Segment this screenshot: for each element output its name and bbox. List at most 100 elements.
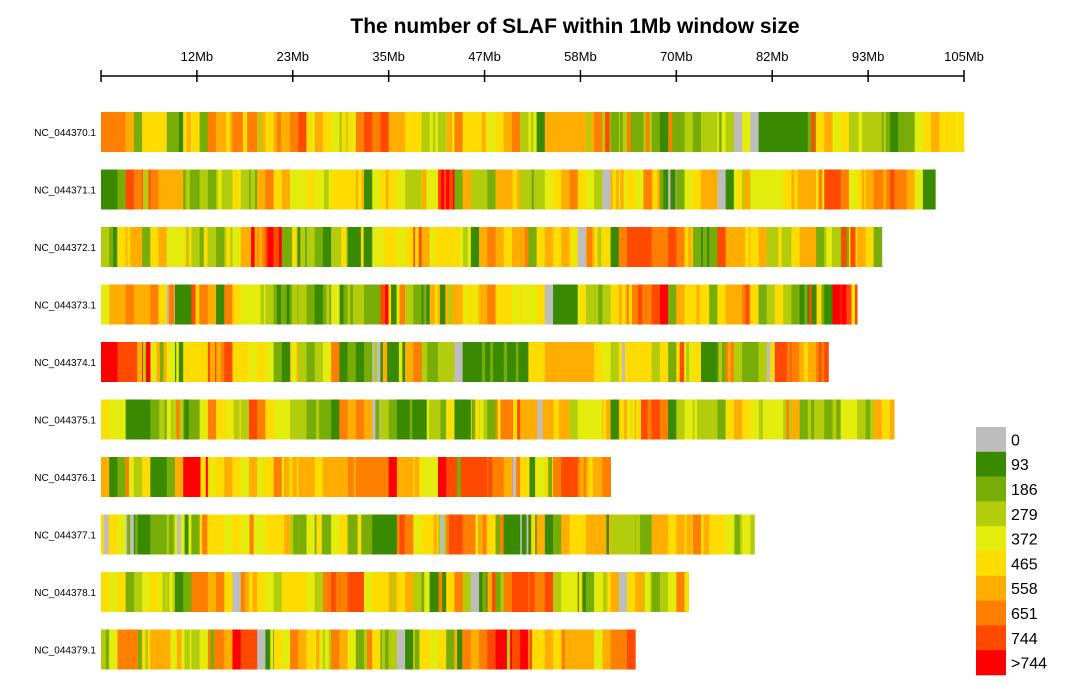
density-bin <box>388 514 398 555</box>
density-bin <box>405 342 414 382</box>
density-bin-stripe <box>184 629 190 670</box>
density-bin-stripe <box>184 514 189 555</box>
density-bin-stripe <box>357 514 362 555</box>
density-bin <box>109 514 118 555</box>
density-bin <box>700 514 710 555</box>
density-bin-stripe <box>274 457 280 497</box>
density-bin <box>429 457 439 497</box>
chromosome-label: NC_044370.1 <box>34 128 96 139</box>
density-bin <box>454 284 464 325</box>
density-bin-stripe <box>399 514 405 555</box>
density-bin <box>331 169 340 210</box>
legend-label: 744 <box>1011 631 1038 648</box>
density-bin-stripe <box>644 572 651 612</box>
density-bin <box>495 342 505 382</box>
density-bin <box>577 399 587 440</box>
density-bin <box>857 399 866 440</box>
density-bin <box>511 629 521 670</box>
density-bin <box>585 284 595 325</box>
density-bin <box>783 112 792 152</box>
density-bin <box>257 572 266 612</box>
density-bin <box>199 399 209 440</box>
density-bin <box>281 572 291 612</box>
x-axis: 12Mb 23Mb 35Mb 47Mb 58Mb 70Mb 82Mb 93Mb 105Mb <box>100 49 984 82</box>
density-bin <box>125 399 135 440</box>
density-bin <box>659 284 669 325</box>
density-bin <box>454 514 464 555</box>
density-bin <box>470 572 480 612</box>
density-bin-stripe <box>343 514 347 555</box>
density-bin-stripe <box>702 227 708 267</box>
density-bin <box>125 457 135 497</box>
density-bin <box>364 342 373 382</box>
density-bin <box>750 284 759 325</box>
density-bin-stripe <box>778 227 782 267</box>
density-bin-stripe <box>851 284 856 325</box>
density-bin <box>298 169 307 210</box>
density-bin-stripe <box>481 342 486 382</box>
density-bin-stripe <box>787 342 791 382</box>
density-bin-stripe <box>216 342 221 382</box>
density-bin-stripe <box>636 572 642 612</box>
density-bin <box>659 514 669 555</box>
density-bin <box>117 629 127 670</box>
density-bin <box>766 399 776 440</box>
density-bin <box>232 227 242 267</box>
density-bin <box>331 342 340 382</box>
density-bin <box>865 227 874 267</box>
density-bin <box>265 629 274 670</box>
x-tick-label: 58Mb <box>564 49 597 64</box>
density-bin <box>150 514 159 555</box>
density-bin <box>150 457 159 497</box>
density-bin-stripe <box>826 284 832 325</box>
density-bin-stripe <box>166 629 171 670</box>
density-bin <box>355 342 365 382</box>
density-bin <box>503 399 513 440</box>
density-bin-stripe <box>292 284 298 325</box>
density-bin <box>355 399 365 440</box>
density-bin <box>331 457 340 497</box>
density-bin-stripe <box>176 399 180 440</box>
density-bin <box>388 399 398 440</box>
density-bin <box>166 112 176 152</box>
density-bin-stripe <box>497 399 501 440</box>
density-bin <box>487 399 496 440</box>
density-bin <box>413 169 422 210</box>
density-bin <box>791 227 801 267</box>
density-bin-stripe <box>440 284 446 325</box>
density-bin-stripe <box>545 514 549 555</box>
density-bin <box>199 629 209 670</box>
legend-swatch <box>976 501 1006 527</box>
density-bin <box>314 227 324 267</box>
density-bin <box>758 342 768 382</box>
density-bin-stripe <box>134 572 139 612</box>
density-bin <box>659 227 669 267</box>
density-bin-stripe <box>553 399 560 440</box>
density-bin-stripe <box>258 112 262 152</box>
density-bin <box>265 572 274 612</box>
density-bin <box>569 514 579 555</box>
density-bin <box>914 112 924 152</box>
density-bin-stripe <box>506 629 511 670</box>
density-bin <box>470 514 480 555</box>
density-bin <box>372 284 381 325</box>
density-bin-stripe <box>621 284 626 325</box>
density-bin-stripe <box>660 169 664 210</box>
density-bin-stripe <box>350 284 354 325</box>
x-tick-label: 105Mb <box>944 49 984 64</box>
density-bin <box>421 457 431 497</box>
density-bin-stripe <box>554 169 559 210</box>
density-bin <box>364 514 373 555</box>
density-bin-stripe <box>744 169 750 210</box>
density-bin <box>659 572 669 612</box>
density-bin-stripe <box>340 457 344 497</box>
density-bin-stripe <box>578 572 583 612</box>
density-bin-stripe <box>137 284 140 325</box>
density-bin <box>314 169 324 210</box>
density-bin <box>372 629 381 670</box>
chromosome-label: NC_044376.1 <box>34 473 96 484</box>
density-bin <box>298 399 307 440</box>
density-bin <box>725 112 735 152</box>
density-bin-stripe <box>415 227 419 267</box>
